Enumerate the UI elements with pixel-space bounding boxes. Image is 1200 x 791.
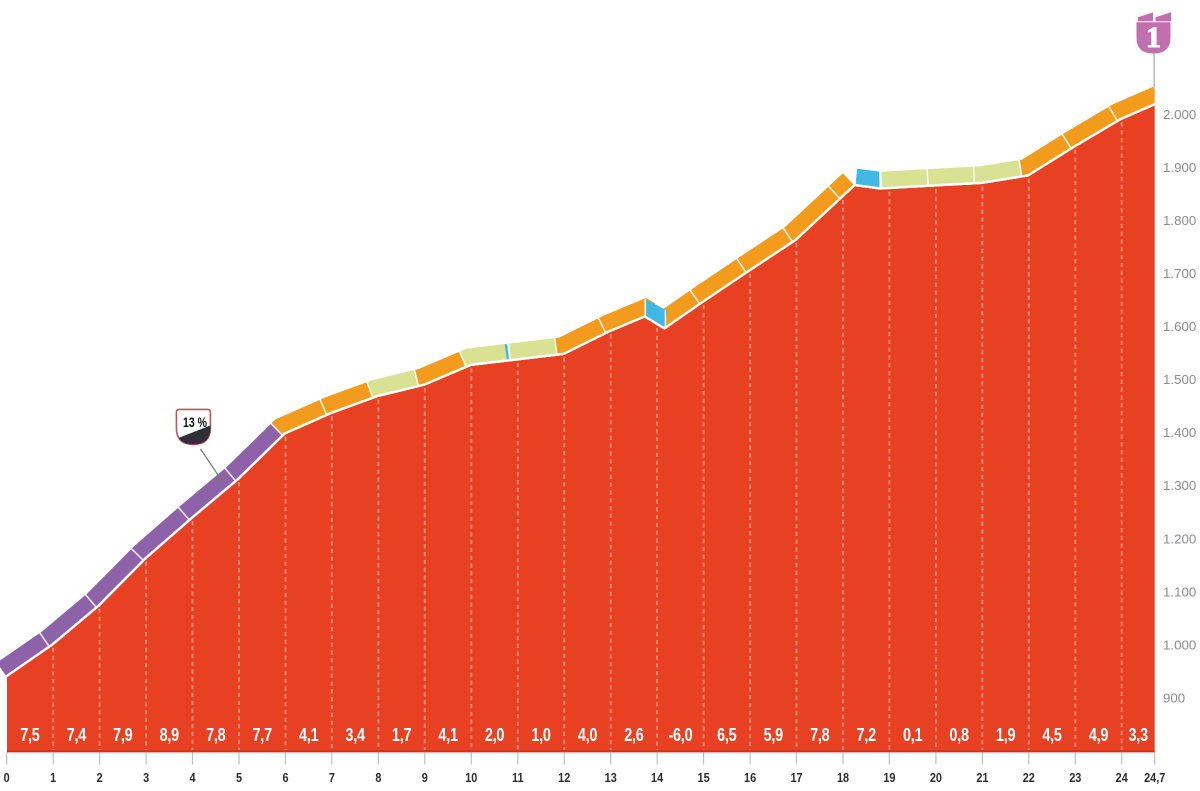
svg-text:1.700: 1.700	[1163, 266, 1196, 281]
svg-text:7,8: 7,8	[206, 724, 225, 745]
svg-text:3: 3	[143, 770, 149, 785]
svg-text:3,4: 3,4	[345, 724, 365, 745]
svg-text:1: 1	[50, 770, 56, 785]
svg-text:4,0: 4,0	[578, 724, 597, 745]
svg-text:14: 14	[651, 770, 663, 785]
svg-text:4,9: 4,9	[1089, 724, 1108, 745]
svg-text:4: 4	[189, 770, 195, 785]
svg-text:24,7: 24,7	[1144, 770, 1166, 785]
svg-text:21: 21	[976, 770, 988, 785]
svg-text:1.600: 1.600	[1163, 319, 1196, 334]
svg-text:0: 0	[4, 770, 10, 785]
svg-text:12: 12	[558, 770, 570, 785]
svg-text:7,4: 7,4	[67, 724, 87, 745]
svg-text:11: 11	[512, 770, 524, 785]
svg-text:6,5: 6,5	[717, 724, 736, 745]
svg-text:4,5: 4,5	[1042, 724, 1061, 745]
svg-text:0,8: 0,8	[949, 724, 968, 745]
svg-text:7: 7	[329, 770, 335, 785]
svg-text:1,9: 1,9	[996, 724, 1015, 745]
svg-text:900: 900	[1163, 690, 1185, 705]
svg-text:7,7: 7,7	[253, 724, 272, 745]
svg-text:1.300: 1.300	[1163, 478, 1196, 493]
svg-text:5: 5	[236, 770, 242, 785]
svg-text:2: 2	[97, 770, 103, 785]
svg-text:4,1: 4,1	[299, 724, 318, 745]
svg-text:24: 24	[1116, 770, 1128, 785]
svg-text:2.000: 2.000	[1163, 107, 1196, 122]
svg-text:3,3: 3,3	[1129, 724, 1148, 745]
svg-text:8: 8	[375, 770, 381, 785]
svg-text:0,1: 0,1	[903, 724, 922, 745]
svg-text:4,1: 4,1	[438, 724, 457, 745]
svg-text:17: 17	[790, 770, 802, 785]
svg-text:1.500: 1.500	[1163, 372, 1196, 387]
svg-text:5,9: 5,9	[764, 724, 783, 745]
svg-text:1: 1	[1146, 21, 1161, 54]
svg-text:1.800: 1.800	[1163, 213, 1196, 228]
svg-text:19: 19	[883, 770, 895, 785]
svg-text:1.400: 1.400	[1163, 425, 1196, 440]
svg-text:16: 16	[744, 770, 756, 785]
svg-text:2,6: 2,6	[624, 724, 643, 745]
svg-text:1,7: 1,7	[392, 724, 411, 745]
svg-text:-6,0: -6,0	[668, 724, 692, 745]
svg-text:1,0: 1,0	[531, 724, 550, 745]
svg-text:9: 9	[422, 770, 428, 785]
svg-text:1.200: 1.200	[1163, 531, 1196, 546]
svg-text:13: 13	[605, 770, 617, 785]
svg-text:1.900: 1.900	[1163, 160, 1196, 175]
svg-text:23: 23	[1069, 770, 1081, 785]
svg-text:6: 6	[282, 770, 288, 785]
svg-text:2,0: 2,0	[485, 724, 504, 745]
svg-text:20: 20	[930, 770, 942, 785]
svg-text:1.100: 1.100	[1163, 584, 1196, 599]
svg-text:22: 22	[1023, 770, 1035, 785]
svg-text:15: 15	[698, 770, 710, 785]
svg-text:10: 10	[465, 770, 477, 785]
svg-text:18: 18	[837, 770, 849, 785]
svg-text:7,5: 7,5	[20, 724, 39, 745]
svg-text:7,2: 7,2	[857, 724, 876, 745]
svg-text:1.000: 1.000	[1163, 637, 1196, 652]
svg-text:8,9: 8,9	[160, 724, 179, 745]
svg-text:7,9: 7,9	[113, 724, 132, 745]
svg-text:13 %: 13 %	[183, 415, 207, 431]
svg-text:7,8: 7,8	[810, 724, 829, 745]
